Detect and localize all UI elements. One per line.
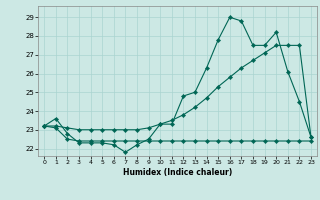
X-axis label: Humidex (Indice chaleur): Humidex (Indice chaleur) <box>123 168 232 177</box>
